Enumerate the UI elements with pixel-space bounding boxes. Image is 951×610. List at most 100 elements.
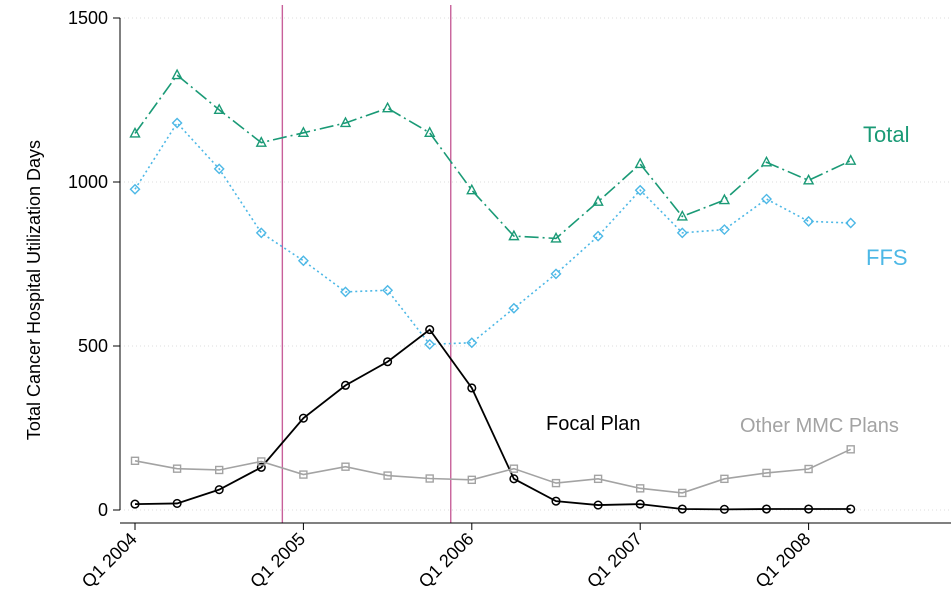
data-point-other-mmc-plans bbox=[425, 474, 434, 483]
labels: Total FFS Focal Plan Other MMC Plans bbox=[546, 122, 909, 437]
series-label-focal-plan: Focal Plan bbox=[546, 413, 641, 435]
data-point-total bbox=[718, 193, 731, 205]
data-point-total bbox=[634, 157, 646, 169]
data-point-total bbox=[592, 195, 604, 206]
data-point-other-mmc-plans bbox=[804, 464, 813, 474]
data-point-other-mmc-plans bbox=[214, 465, 224, 475]
data-point-total bbox=[550, 231, 562, 243]
data-point-ffs bbox=[213, 163, 225, 175]
data-point-ffs bbox=[255, 227, 267, 239]
data-point-other-mmc-plans bbox=[172, 464, 182, 473]
data-point-focal-plan bbox=[846, 504, 856, 514]
y-tick-label: 1500 bbox=[68, 8, 108, 28]
series-line-ffs bbox=[134, 121, 851, 346]
data-point-focal-plan bbox=[804, 504, 814, 514]
series-line-other-mmc-plans bbox=[134, 448, 852, 494]
data-point-ffs bbox=[676, 227, 688, 239]
data-point-other-mmc-plans bbox=[551, 478, 561, 488]
data-point-total bbox=[508, 229, 520, 241]
data-point-focal-plan bbox=[425, 325, 435, 335]
data-point-focal-plan bbox=[509, 474, 519, 484]
series-line-total bbox=[134, 73, 852, 240]
data-point-total bbox=[802, 173, 815, 185]
series-total bbox=[129, 68, 857, 243]
y-tick-label: 1000 bbox=[68, 172, 108, 192]
data-point-ffs bbox=[508, 302, 520, 314]
data-point-ffs bbox=[466, 337, 478, 349]
data-point-total bbox=[381, 101, 394, 113]
data-point-focal-plan bbox=[214, 485, 224, 495]
data-point-other-mmc-plans bbox=[467, 475, 476, 485]
data-point-total bbox=[129, 126, 141, 138]
data-point-ffs bbox=[761, 193, 772, 205]
data-point-focal-plan bbox=[172, 498, 182, 508]
data-point-total bbox=[845, 154, 857, 165]
data-point-other-mmc-plans bbox=[299, 470, 308, 479]
x-tick-label: Q1 2004 bbox=[78, 529, 141, 592]
data-point-focal-plan bbox=[719, 504, 729, 514]
data-point-total bbox=[213, 103, 225, 115]
y-axis-title: Total Cancer Hospital Utilization Days bbox=[24, 140, 44, 440]
data-point-total bbox=[424, 126, 436, 138]
data-point-ffs bbox=[592, 230, 604, 242]
x-tick-label: Q1 2005 bbox=[246, 529, 309, 592]
axes: 0 500 1000 1500 Q1 2004 Q1 2005 Q1 2006 Q1 2007… bbox=[68, 8, 951, 592]
series-label-ffs: FFS bbox=[866, 245, 908, 270]
data-point-other-mmc-plans bbox=[762, 468, 771, 478]
data-point-ffs bbox=[718, 224, 730, 236]
data-point-ffs bbox=[424, 338, 436, 350]
series-other-mmc-plans bbox=[130, 445, 855, 498]
data-point-other-mmc-plans bbox=[678, 488, 687, 498]
data-point-focal-plan bbox=[130, 499, 140, 509]
data-point-ffs bbox=[634, 184, 646, 196]
data-point-focal-plan bbox=[761, 504, 772, 514]
x-tick-label: Q1 2008 bbox=[751, 529, 814, 592]
data-point-other-mmc-plans bbox=[593, 474, 603, 484]
data-point-total bbox=[466, 183, 478, 195]
data-point-focal-plan bbox=[593, 500, 603, 510]
data-point-total bbox=[339, 116, 352, 128]
y-tick-label: 0 bbox=[98, 500, 108, 520]
data-point-focal-plan bbox=[467, 383, 477, 393]
data-point-ffs bbox=[845, 217, 857, 229]
data-point-ffs bbox=[803, 215, 815, 227]
data-point-total bbox=[760, 155, 773, 167]
data-point-other-mmc-plans bbox=[636, 484, 645, 493]
data-point-focal-plan bbox=[677, 504, 687, 514]
data-point-ffs bbox=[129, 183, 141, 195]
data-point-ffs bbox=[550, 268, 562, 280]
data-point-other-mmc-plans bbox=[509, 464, 519, 473]
data-point-focal-plan bbox=[298, 413, 308, 423]
data-point-total bbox=[171, 68, 183, 80]
data-point-focal-plan bbox=[635, 499, 645, 509]
data-point-total bbox=[676, 209, 688, 221]
data-point-focal-plan bbox=[256, 462, 266, 472]
data-point-total bbox=[297, 126, 310, 138]
series-label-other-mmc-plans: Other MMC Plans bbox=[740, 415, 899, 437]
data-point-other-mmc-plans bbox=[846, 445, 855, 454]
series-ffs bbox=[129, 117, 857, 350]
x-tick-label: Q1 2007 bbox=[583, 529, 646, 592]
data-point-focal-plan bbox=[551, 496, 561, 506]
data-point-other-mmc-plans bbox=[341, 462, 350, 471]
x-tick-label: Q1 2006 bbox=[415, 529, 478, 592]
data-point-ffs bbox=[297, 255, 309, 267]
data-point-other-mmc-plans bbox=[257, 457, 266, 466]
y-tick-label: 500 bbox=[78, 336, 108, 356]
data-point-ffs bbox=[171, 117, 183, 129]
period-lines bbox=[281, 5, 452, 523]
data-point-other-mmc-plans bbox=[720, 474, 729, 484]
data-point-other-mmc-plans bbox=[383, 471, 392, 480]
series-focal-plan bbox=[130, 325, 856, 514]
data-point-focal-plan bbox=[383, 357, 393, 367]
series bbox=[129, 68, 857, 514]
series-line-focal-plan bbox=[134, 328, 851, 511]
data-point-other-mmc-plans bbox=[130, 456, 140, 465]
data-point-focal-plan bbox=[340, 380, 351, 390]
data-point-total bbox=[255, 136, 267, 147]
data-point-ffs bbox=[382, 284, 394, 296]
data-point-ffs bbox=[340, 286, 351, 298]
series-label-total: Total bbox=[863, 122, 909, 147]
